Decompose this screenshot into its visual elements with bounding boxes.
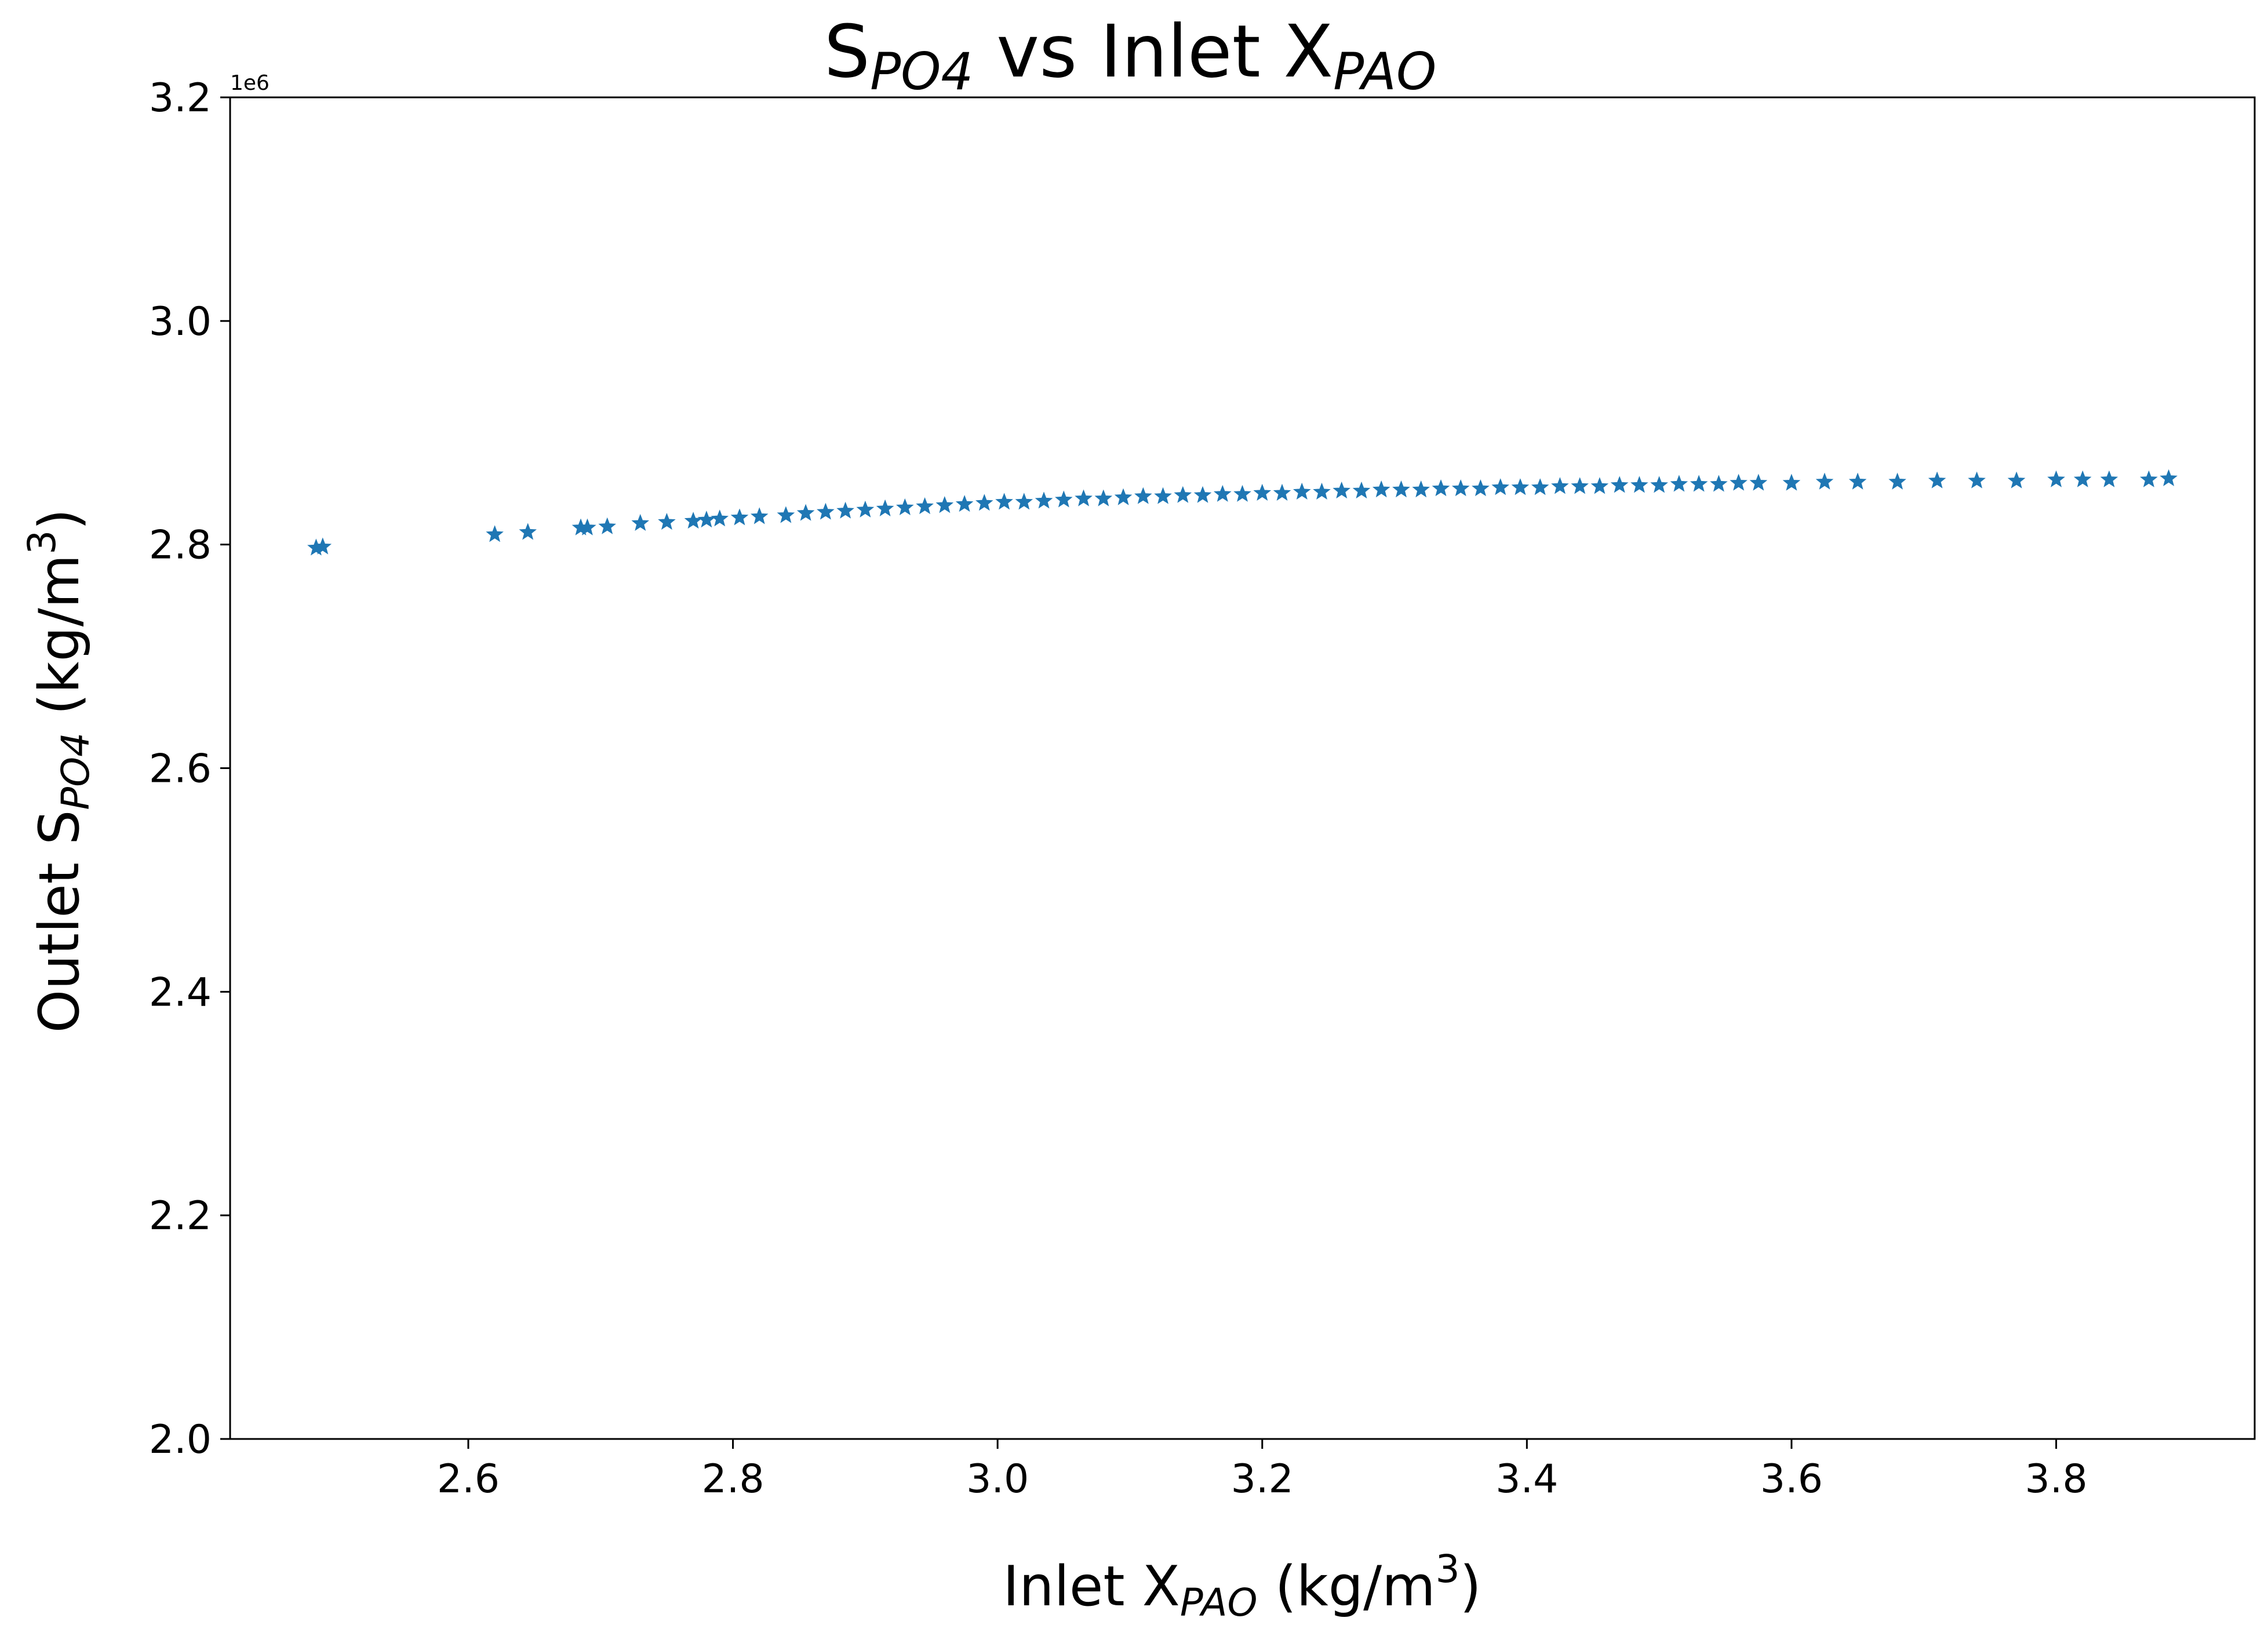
data-point: [2139, 470, 2158, 487]
data-point: [631, 513, 649, 531]
data-point: [314, 537, 332, 555]
data-point: [1531, 478, 1549, 495]
data-point: [1848, 472, 1867, 490]
y-axis-ticks: 2.0 2.2 2.4 2.6 2.8 3.0 3.2: [149, 75, 230, 1463]
data-point: [519, 523, 537, 540]
y-tick-label: 2.4: [149, 970, 212, 1015]
data-point: [856, 500, 875, 518]
data-point: [1749, 473, 1768, 491]
data-point: [697, 511, 716, 528]
data-point: [1313, 482, 1331, 500]
data-point: [684, 512, 702, 529]
data-point: [2160, 469, 2178, 486]
data-point: [658, 513, 676, 530]
data-point: [916, 497, 934, 515]
data-point: [1670, 475, 1688, 492]
data-point: [935, 496, 954, 513]
x-tick-label: 3.6: [1760, 1456, 1823, 1502]
data-point: [1035, 491, 1053, 509]
data-point: [1511, 478, 1530, 495]
x-axis-label: Inlet XPAO (kg/m3): [1003, 1547, 1481, 1625]
data-point: [1432, 479, 1450, 497]
data-point: [995, 493, 1013, 510]
data-point: [1372, 480, 1390, 498]
data-point: [1193, 486, 1212, 503]
data-point: [578, 518, 596, 535]
y-tick-label: 2.2: [149, 1193, 212, 1239]
data-points: [307, 469, 2178, 556]
data-point: [1782, 473, 1801, 491]
data-point: [1055, 490, 1073, 508]
y-tick-label: 3.0: [149, 299, 212, 345]
data-point: [711, 509, 729, 527]
y-tick-label: 3.2: [149, 75, 212, 121]
data-point: [1333, 482, 1350, 499]
data-point: [817, 502, 835, 520]
data-point: [2047, 470, 2065, 487]
data-point: [598, 517, 616, 534]
x-tick-label: 3.0: [966, 1456, 1029, 1502]
x-tick-label: 2.8: [701, 1456, 764, 1502]
x-tick-label: 3.4: [1495, 1456, 1558, 1502]
data-point: [1114, 488, 1133, 505]
data-point: [1451, 479, 1470, 497]
plot-frame: [229, 96, 2256, 1440]
data-point: [1928, 471, 1946, 489]
data-point: [1590, 477, 1609, 494]
data-point: [796, 504, 815, 521]
data-point: [1293, 482, 1311, 500]
data-point: [1412, 480, 1430, 498]
data-point: [1213, 484, 1232, 502]
data-point: [1690, 475, 1708, 492]
data-point: [876, 499, 894, 517]
y-offset-label: 1e6: [230, 71, 270, 95]
data-point: [1571, 477, 1589, 494]
data-point: [750, 507, 769, 524]
chart-title: SPO4 vs Inlet XPAO: [824, 10, 1437, 101]
data-point: [1352, 482, 1371, 499]
data-point: [486, 525, 504, 542]
data-point: [1075, 489, 1093, 507]
x-axis-ticks: 2.6 2.8 3.0 3.2 3.4 3.6 3.8: [437, 1439, 2088, 1502]
data-point: [1730, 473, 1748, 491]
data-point: [2100, 470, 2118, 487]
data-point: [1888, 472, 1906, 490]
data-point: [2007, 471, 2026, 489]
x-tick-label: 3.2: [1231, 1456, 1294, 1502]
data-point: [836, 501, 854, 519]
data-point: [1154, 487, 1172, 504]
data-point: [896, 498, 914, 515]
data-point: [1710, 475, 1728, 492]
data-point: [1015, 493, 1033, 510]
data-point: [1392, 480, 1410, 498]
data-point: [777, 506, 795, 523]
data-point: [1610, 476, 1629, 493]
y-tick-label: 2.6: [149, 746, 212, 792]
y-tick-label: 2.0: [149, 1417, 212, 1463]
data-point: [1491, 478, 1509, 495]
y-axis-label: Outlet SPO4 (kg/m3): [20, 509, 98, 1033]
data-point: [1815, 472, 1834, 490]
data-point: [1551, 477, 1569, 494]
data-point: [1174, 486, 1192, 503]
data-point: [1273, 483, 1291, 501]
data-point: [1650, 476, 1668, 493]
data-point: [1094, 489, 1113, 507]
y-tick-label: 2.8: [149, 523, 212, 569]
data-point: [955, 495, 974, 512]
data-point: [1630, 476, 1648, 493]
data-point: [1134, 487, 1152, 504]
data-point: [1253, 483, 1272, 501]
data-point: [730, 508, 749, 526]
data-point: [1472, 479, 1490, 497]
data-point: [975, 494, 993, 511]
x-tick-label: 2.6: [437, 1456, 500, 1502]
data-point: [1233, 484, 1251, 502]
x-tick-label: 3.8: [2025, 1456, 2087, 1502]
data-point: [2073, 470, 2092, 487]
data-point: [1968, 471, 1986, 489]
